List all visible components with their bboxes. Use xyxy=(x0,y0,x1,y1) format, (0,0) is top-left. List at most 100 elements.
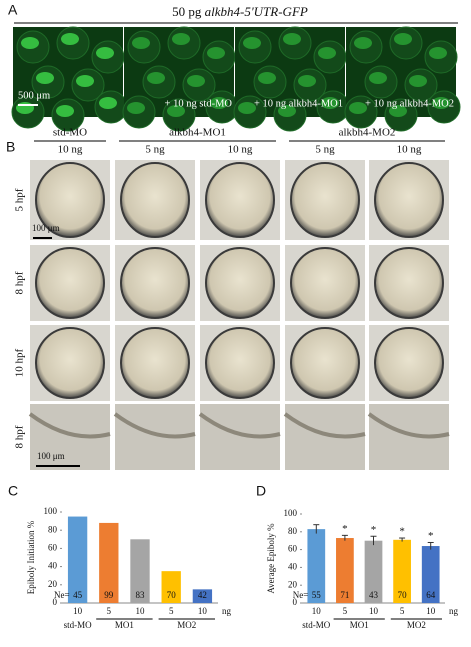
x-tick-label: 10 xyxy=(136,606,146,616)
gfp-signal xyxy=(369,72,387,84)
n-label: 55 xyxy=(312,590,322,600)
significance: * xyxy=(399,526,405,538)
y-tick-label: 60 xyxy=(288,544,298,554)
gfp-signal xyxy=(167,105,185,117)
panel-title: 50 pg alkbh4-5'UTR-GFP xyxy=(172,4,308,19)
image-caption: + 10 ng alkbh4-MO2 xyxy=(365,98,454,109)
group-label: std-MO xyxy=(302,620,331,630)
scale-label: 100 μm xyxy=(32,223,60,233)
gfp-signal xyxy=(16,102,34,114)
group-header: alkbh4-MO2 xyxy=(339,127,396,139)
group-label: std-MO xyxy=(64,620,93,630)
embryo-margin xyxy=(367,412,450,439)
gfp-signal xyxy=(36,72,54,84)
gfp-signal xyxy=(409,75,427,87)
bar xyxy=(336,538,354,603)
x-tick-label: 5 xyxy=(343,606,348,616)
significance: * xyxy=(371,524,377,536)
x-tick-label: 10 xyxy=(73,606,83,616)
gfp-signal xyxy=(349,102,367,114)
group-label: MO2 xyxy=(407,620,426,630)
image-caption: + 10 ng alkbh4-MO1 xyxy=(254,98,343,109)
dose-header: 5 ng xyxy=(145,144,165,156)
y-tick-label: 20 xyxy=(48,579,58,589)
panel-label: D xyxy=(256,483,266,499)
embryo xyxy=(120,162,190,238)
gfp-signal xyxy=(278,105,296,117)
n-label: 70 xyxy=(398,590,408,600)
bar xyxy=(421,546,440,603)
embryo xyxy=(205,327,275,399)
gfp-signal xyxy=(389,105,407,117)
x-tick-label: 5 xyxy=(169,606,174,616)
gfp-signal xyxy=(99,97,117,109)
x-tick-label: 5 xyxy=(107,606,112,616)
x-tick-label: 10 xyxy=(426,606,436,616)
bar xyxy=(393,539,411,603)
embryo xyxy=(35,162,105,238)
gfp-signal xyxy=(394,33,412,45)
gfp-signal xyxy=(21,37,39,49)
gfp-signal xyxy=(298,75,316,87)
embryo xyxy=(290,247,360,319)
gfp-signal xyxy=(238,102,256,114)
gfp-signal xyxy=(432,97,450,109)
embryo xyxy=(35,327,105,399)
y-tick-label: 100 xyxy=(284,508,298,518)
gfp-signal xyxy=(187,75,205,87)
gfp-signal xyxy=(429,47,447,59)
n-label: 70 xyxy=(167,590,177,600)
image-caption: + 10 ng std-MO xyxy=(165,98,233,109)
bar xyxy=(364,540,383,603)
panel-label: C xyxy=(8,483,18,499)
group-header: std-MO xyxy=(53,127,87,139)
bar xyxy=(161,571,181,603)
embryo xyxy=(374,162,444,238)
y-tick-label: 0 xyxy=(293,597,298,607)
n-prefix: Ne= xyxy=(54,590,70,600)
row-label: 8 hpf xyxy=(14,425,26,448)
group-header: alkbh4-MO1 xyxy=(169,127,226,139)
gfp-signal xyxy=(210,97,228,109)
y-tick-label: 80 xyxy=(48,524,58,534)
row-label: 8 hpf xyxy=(14,271,26,294)
gfp-signal xyxy=(283,33,301,45)
x-tick-label: 10 xyxy=(312,606,322,616)
x-tick-label: 5 xyxy=(400,606,405,616)
gfp-signal xyxy=(321,97,339,109)
row-label: 10 hpf xyxy=(14,348,26,377)
gfp-signal xyxy=(354,37,372,49)
x-tick-label: 10 xyxy=(198,606,208,616)
n-label: 99 xyxy=(104,590,114,600)
embryo xyxy=(374,327,444,399)
gfp-signal xyxy=(243,37,261,49)
embryo xyxy=(35,247,105,319)
group-label: MO1 xyxy=(115,620,134,630)
gfp-signal xyxy=(207,47,225,59)
scale-label: 500 μm xyxy=(18,90,50,101)
gfp-signal xyxy=(258,72,276,84)
row-label: 5 hpf xyxy=(14,188,26,211)
gfp-signal xyxy=(147,72,165,84)
y-axis-label: Average Epiboly % xyxy=(266,523,276,594)
y-axis-label: Epiboly Initiation % xyxy=(26,520,36,594)
gfp-signal xyxy=(127,102,145,114)
embryo xyxy=(290,162,360,238)
y-tick-label: 40 xyxy=(48,561,58,571)
embryo xyxy=(120,247,190,319)
scale-label: 100 μm xyxy=(37,451,65,461)
gfp-signal xyxy=(132,37,150,49)
x-unit: ng xyxy=(222,606,232,616)
n-label: 43 xyxy=(369,590,379,600)
gfp-signal xyxy=(172,33,190,45)
embryo xyxy=(205,247,275,319)
gfp-signal xyxy=(61,33,79,45)
n-label: 42 xyxy=(198,590,207,600)
panel-label: B xyxy=(6,139,15,155)
embryo-margin xyxy=(198,412,281,439)
embryo xyxy=(374,247,444,319)
y-tick-label: 20 xyxy=(288,579,298,589)
group-label: MO2 xyxy=(177,620,196,630)
n-label: 45 xyxy=(73,590,83,600)
